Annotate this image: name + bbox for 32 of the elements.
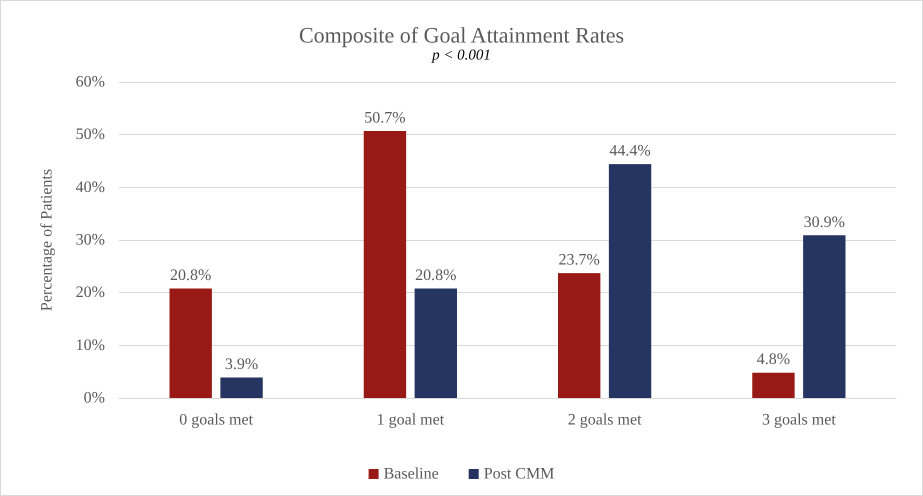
bar — [170, 288, 212, 398]
data-label: 20.8% — [170, 266, 212, 284]
data-label: 30.9% — [804, 214, 845, 231]
data-label: 20.8% — [415, 266, 456, 284]
data-label: 44.4% — [609, 142, 651, 160]
x-tick-label: 1 goal met — [376, 412, 445, 428]
y-tick-label: 50% — [76, 126, 105, 144]
legend-label: Post CMM — [484, 466, 554, 482]
bar — [608, 164, 652, 398]
y-axis-title: Percentage of Patients — [38, 168, 56, 312]
y-tick-label: 0% — [84, 390, 105, 406]
y-tick-label: 20% — [76, 284, 105, 302]
data-label: 23.7% — [558, 252, 600, 269]
legend-label: Baseline — [384, 466, 439, 482]
bar — [414, 288, 457, 398]
y-tick-label: 40% — [76, 178, 105, 196]
data-label: 3.9% — [224, 356, 258, 373]
chart-title: Composite of Goal Attainment Rates — [298, 22, 624, 48]
y-tick-label: 10% — [76, 336, 105, 354]
y-tick-label: 30% — [76, 232, 105, 248]
x-tick-label: 3 goals met — [762, 412, 836, 428]
bar — [364, 130, 406, 398]
x-tick-label: 2 goals met — [568, 412, 642, 428]
bar — [752, 372, 795, 398]
x-tick-label: 0 goals met — [179, 412, 254, 428]
bar — [220, 377, 263, 398]
y-tick-label: 60% — [76, 74, 105, 90]
bar — [558, 273, 600, 398]
bar — [803, 235, 846, 398]
chart-subtitle: p < 0.001 — [431, 48, 491, 64]
data-label: 50.7% — [364, 109, 406, 126]
data-label: 4.8% — [756, 351, 790, 368]
